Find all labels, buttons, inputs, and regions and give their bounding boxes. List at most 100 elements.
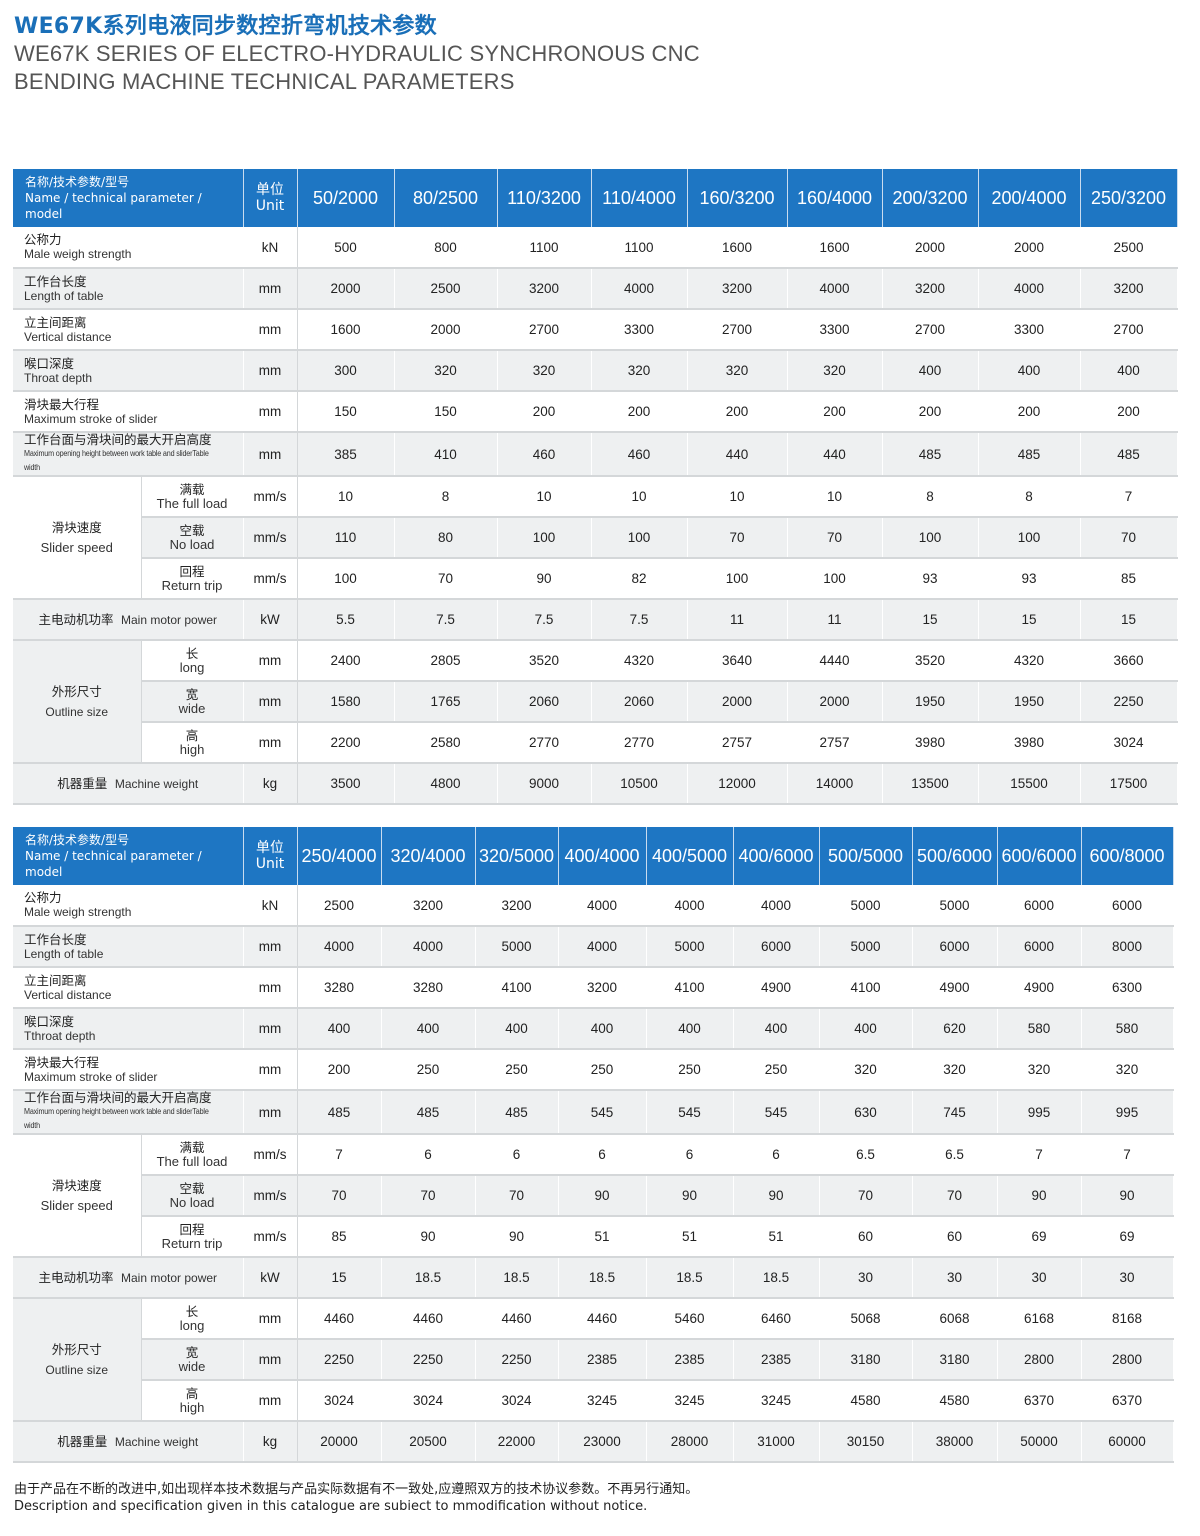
- unit-cell: kN: [242, 885, 298, 927]
- value-cell: 500: [297, 227, 395, 269]
- unit-cell: mm: [242, 926, 298, 968]
- param-label-cn: 宽: [185, 687, 199, 702]
- param-label-en: Throat depth: [24, 370, 93, 385]
- value-cell: 30: [819, 1257, 913, 1299]
- value-cell: 4100: [646, 967, 734, 1009]
- value-cell: 8: [882, 476, 979, 518]
- value-cell: 30150: [819, 1421, 913, 1463]
- table-row: 喉口深度 Throat depth mm 300 320 320 320 320 320 400 4…: [13, 350, 1178, 392]
- value-cell: 60000: [1081, 1421, 1174, 1463]
- param-label-en: No load: [169, 536, 215, 552]
- header-name-cn: 名称/技术参数/型号: [25, 175, 130, 189]
- model-header: 600/6000: [997, 827, 1082, 885]
- value-cell: 385: [297, 432, 395, 477]
- value-cell: 70: [912, 1175, 998, 1217]
- value-cell: 2800: [997, 1339, 1082, 1381]
- value-cell: 3245: [646, 1380, 734, 1422]
- value-cell: 440: [687, 432, 788, 477]
- value-cell: 70: [787, 517, 883, 559]
- header-unit-en: Unit: [255, 198, 285, 214]
- spec-table-2: 名称/技术参数/型号 Name / technical parameter / m…: [13, 827, 1174, 1463]
- value-cell: 23000: [558, 1421, 647, 1463]
- value-cell: 93: [882, 558, 979, 600]
- value-cell: 320: [394, 350, 498, 392]
- value-cell: 3200: [381, 885, 476, 927]
- value-cell: 150: [394, 391, 498, 433]
- param-label: 主电动机功率 Main motor power: [13, 1257, 244, 1299]
- value-cell: 4100: [819, 967, 913, 1009]
- value-cell: 93: [978, 558, 1081, 600]
- value-cell: 2700: [497, 309, 592, 351]
- value-cell: 6000: [997, 926, 1082, 968]
- value-cell: 545: [558, 1090, 647, 1135]
- value-cell: 2060: [591, 681, 688, 723]
- param-label: 喉口深度 Tthroat depth: [13, 1008, 244, 1050]
- value-cell: 9000: [497, 763, 592, 805]
- header-unit-en: Unit: [255, 856, 285, 872]
- table-row: 滑块最大行程 Maximum stroke of slider mm 150 150 20…: [13, 391, 1178, 433]
- value-cell: 18.5: [646, 1257, 734, 1299]
- value-cell: 400: [978, 350, 1081, 392]
- unit-cell: mm/s: [242, 517, 298, 559]
- value-cell: 70: [297, 1175, 382, 1217]
- unit-cell: kg: [242, 1421, 298, 1463]
- value-cell: 11: [787, 599, 883, 641]
- value-cell: 6068: [912, 1298, 998, 1340]
- value-cell: 320: [687, 350, 788, 392]
- unit-cell: mm: [242, 1090, 298, 1135]
- value-cell: 70: [475, 1175, 559, 1217]
- param-label-cn: 主电动机功率: [38, 1270, 114, 1285]
- model-header: 200/4000: [978, 169, 1081, 227]
- value-cell: 5068: [819, 1298, 913, 1340]
- value-cell: 70: [819, 1175, 913, 1217]
- param-label: 滑块最大行程 Maximum stroke of slider: [13, 1049, 244, 1091]
- param-label: 工作台面与滑块间的最大开启高度 Maximum opening height be…: [13, 432, 244, 477]
- page-subtitle-line2: BENDING MACHINE TECHNICAL PARAMETERS: [14, 69, 515, 94]
- value-cell: 7.5: [394, 599, 498, 641]
- value-cell: 2700: [882, 309, 979, 351]
- param-label: 立主间距离 Vertical distance: [13, 967, 244, 1009]
- value-cell: 4460: [381, 1298, 476, 1340]
- value-cell: 10: [497, 476, 592, 518]
- value-cell: 3640: [687, 640, 788, 682]
- param-sub-label: 满载 The full load: [140, 476, 244, 518]
- value-cell: 13500: [882, 763, 979, 805]
- value-cell: 100: [497, 517, 592, 559]
- param-label-cn: 满载: [179, 1140, 205, 1155]
- param-sub-label: 空载 No load: [140, 517, 244, 559]
- value-cell: 400: [733, 1008, 820, 1050]
- spec-table-1: 名称/技术参数/型号 Name / technical parameter / m…: [13, 169, 1178, 805]
- table-row: 工作台面与滑块间的最大开启高度 Maximum opening height be…: [13, 1090, 1174, 1135]
- param-label-en: wide: [178, 700, 206, 716]
- outline-size-group: 外形尺寸 Outline size: [13, 640, 142, 764]
- param-label: 公称力 Male weigh strength: [13, 227, 244, 269]
- param-label: 工作台面与滑块间的最大开启高度 Maximum opening height be…: [13, 1090, 244, 1135]
- table-row: 工作台面与滑块间的最大开启高度 Maximum opening height be…: [13, 432, 1178, 477]
- footer-note-cn: 由于产品在不断的改进中,如出现样本技术数据与产品实际数据有不一致处,应遵照双方的…: [14, 1482, 699, 1497]
- value-cell: 440: [787, 432, 883, 477]
- value-cell: 10500: [591, 763, 688, 805]
- param-label-cn: 满载: [179, 482, 205, 497]
- value-cell: 2000: [882, 227, 979, 269]
- value-cell: 31000: [733, 1421, 820, 1463]
- value-cell: 4580: [819, 1380, 913, 1422]
- value-cell: 15: [978, 599, 1081, 641]
- value-cell: 90: [497, 558, 592, 600]
- value-cell: 90: [997, 1175, 1082, 1217]
- unit-cell: mm: [242, 268, 298, 310]
- unit-cell: mm/s: [242, 1216, 298, 1258]
- model-header: 400/4000: [558, 827, 647, 885]
- value-cell: 250: [733, 1049, 820, 1091]
- param-label-cn: 公称力: [24, 233, 62, 247]
- value-cell: 3660: [1080, 640, 1178, 682]
- value-cell: 2250: [1080, 681, 1178, 723]
- value-cell: 3245: [558, 1380, 647, 1422]
- header-name-en: Name / technical parameter / model: [25, 191, 202, 221]
- value-cell: 1765: [394, 681, 498, 723]
- param-label-en: Machine weight: [114, 1434, 199, 1449]
- value-cell: 100: [882, 517, 979, 559]
- value-cell: 460: [591, 432, 688, 477]
- value-cell: 2700: [687, 309, 788, 351]
- value-cell: 320: [819, 1049, 913, 1091]
- value-cell: 5000: [819, 926, 913, 968]
